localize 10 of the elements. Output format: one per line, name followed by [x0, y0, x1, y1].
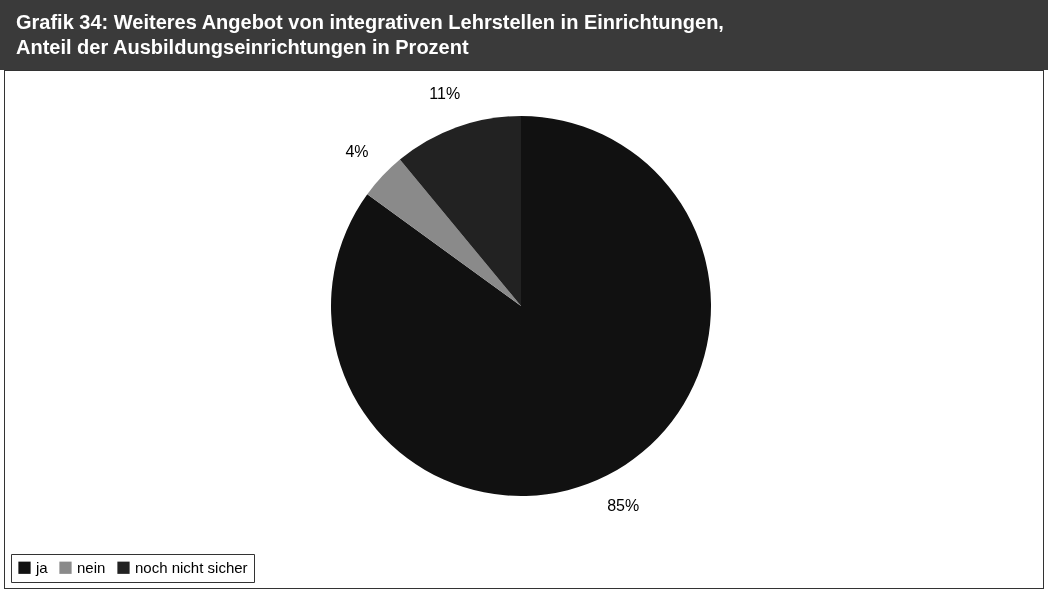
legend-label: ja: [35, 558, 49, 576]
pie-slice: [399, 116, 521, 306]
data-label: 4%: [345, 142, 369, 160]
data-label: 85%: [607, 497, 640, 515]
chart-title: Grafik 34: Weiteres Angebot von integrativen Lehrstellen in Einrichtungen, Anteil der Ausbildungseinrichtungen in Prozent: [0, 0, 1048, 70]
pie-slice: [367, 159, 521, 306]
legend-label: noch nicht sicher: [135, 558, 248, 576]
data-label: 11%: [429, 85, 461, 103]
legend-label: nein: [77, 558, 106, 576]
pie-slice: [331, 116, 711, 496]
